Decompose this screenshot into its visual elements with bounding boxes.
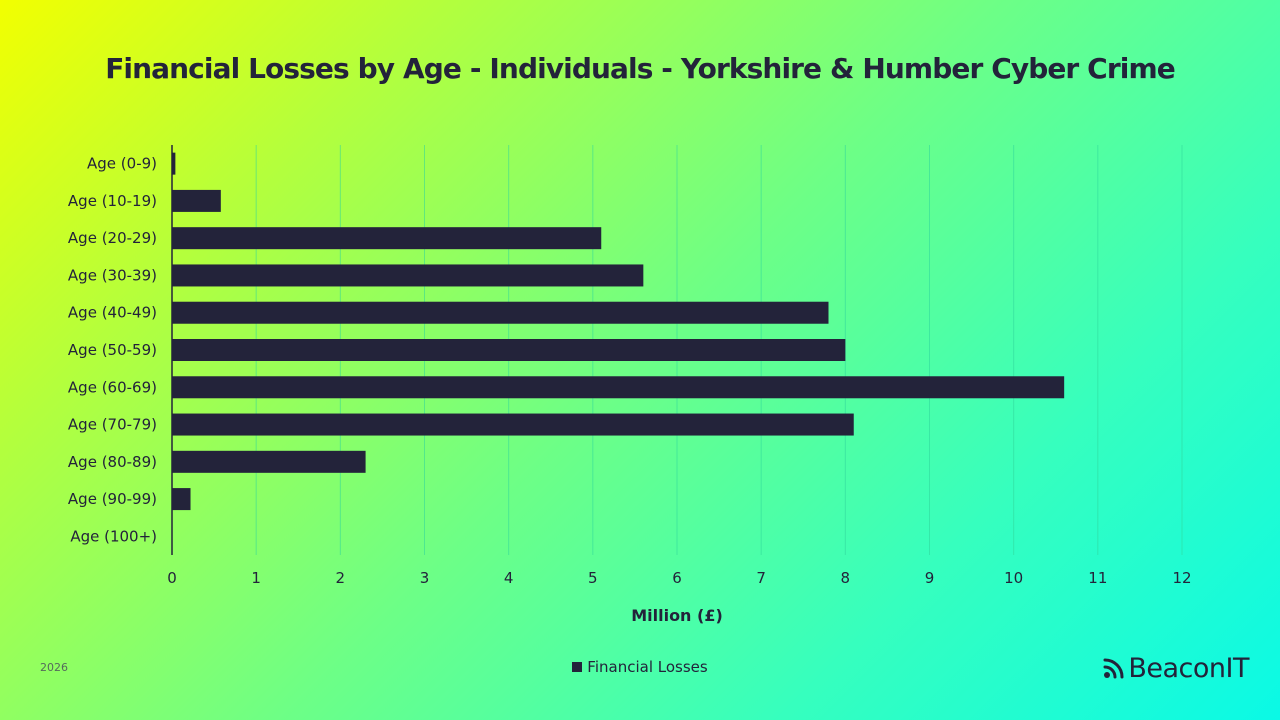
x-tick-label: 8 [841, 569, 851, 587]
bar [172, 339, 846, 361]
x-tick-label: 2 [336, 569, 346, 587]
x-tick-label: 12 [1172, 569, 1191, 587]
y-category-label: Age (20-29) [68, 229, 157, 247]
y-category-label: Age (90-99) [68, 490, 157, 508]
chart-title: Financial Losses by Age - Individuals - … [105, 52, 1176, 85]
x-tick-label: 0 [167, 569, 177, 587]
x-tick-label: 4 [504, 569, 514, 587]
rss-icon [1103, 658, 1124, 679]
legend: Financial Losses [0, 658, 1280, 676]
y-category-label: Age (10-19) [68, 192, 157, 210]
x-tick-label: 3 [420, 569, 430, 587]
bar [172, 413, 854, 436]
brand-logo: BeaconIT [1103, 650, 1249, 686]
y-category-label: Age (70-79) [68, 416, 157, 434]
bar [172, 152, 176, 175]
x-tick-label: 7 [756, 569, 766, 587]
y-category-label: Age (100+) [70, 527, 157, 545]
y-category-label: Age (50-59) [68, 341, 157, 359]
x-tick-label: 11 [1088, 569, 1107, 587]
bar [172, 450, 366, 473]
bar [172, 376, 1065, 399]
bar [172, 189, 221, 212]
y-category-label: Age (30-39) [68, 266, 157, 284]
x-tick-label: 6 [672, 569, 682, 587]
y-category-label: Age (0-9) [87, 155, 157, 173]
x-tick-label: 9 [925, 569, 935, 587]
bar [172, 488, 191, 511]
x-tick-label: 5 [588, 569, 598, 587]
legend-swatch [572, 662, 583, 672]
bar [172, 264, 644, 287]
y-category-label: Age (60-69) [68, 378, 157, 396]
x-axis-label: Million (£) [631, 606, 723, 625]
footer-year: 2026 [40, 661, 68, 674]
x-tick-label: 10 [1004, 569, 1023, 587]
brand-name: BeaconIT [1128, 652, 1249, 684]
x-tick-label: 1 [251, 569, 261, 587]
y-category-label: Age (40-49) [68, 304, 157, 322]
bar [172, 227, 602, 250]
y-category-label: Age (80-89) [68, 453, 157, 471]
bar [172, 301, 829, 324]
legend-label: Financial Losses [587, 658, 708, 676]
